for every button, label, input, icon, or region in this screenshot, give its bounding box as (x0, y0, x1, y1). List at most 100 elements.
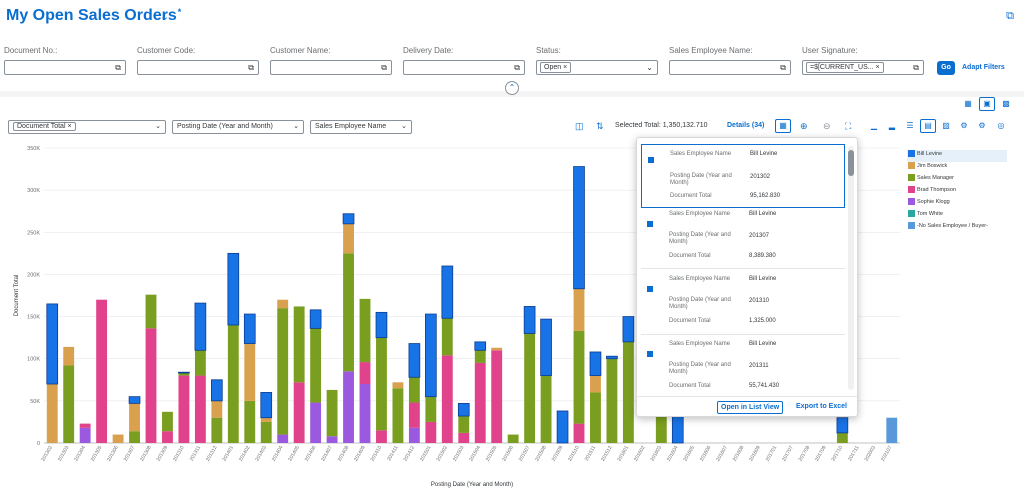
x-tick-label: 201404 (271, 445, 285, 463)
chevron-down-icon[interactable]: ⌄ (646, 63, 653, 72)
adapt-filters-button[interactable]: Adapt Filters (962, 64, 1005, 71)
legend-item[interactable]: Brad Thompson (907, 186, 1007, 198)
x-tick-label: 201402 (238, 445, 252, 463)
bar-segment (194, 350, 206, 376)
chevron-down-icon[interactable]: ⌄ (160, 11, 170, 23)
scroll-thumb[interactable] (848, 150, 854, 176)
stack-icon[interactable]: ◫ (575, 121, 584, 131)
chart-type-icon-2[interactable]: ▂ (888, 121, 896, 130)
measure-select[interactable]: Document Total × ⌄ (8, 120, 166, 134)
legend-item[interactable]: Sales Manager (907, 174, 1007, 186)
chart-type-icon-4[interactable]: ▨ (942, 121, 950, 130)
bar-segment (491, 347, 503, 351)
popover-footer: Open in List View Export to Excel (637, 396, 857, 416)
chart-type-icon-3[interactable]: ☰ (906, 121, 914, 130)
open-in-list-view-button[interactable]: Open in List View (717, 401, 784, 414)
settings-icon[interactable]: ⚙ (960, 121, 968, 130)
legend-item[interactable]: -No Sales Employee / Buyer- (907, 222, 1007, 234)
settings-alt-icon[interactable]: ⚙ (978, 121, 986, 130)
detail-key: Posting Date (Year and Month) (669, 232, 731, 245)
user-signature-token[interactable]: =$[CURRENT_US... × (806, 62, 884, 73)
detail-value: 55,741.430 (749, 383, 780, 389)
x-tick-label: 201502 (435, 445, 449, 463)
customer-name-input[interactable]: ⧉ (270, 60, 392, 75)
chart-type-icon-1[interactable]: ▁ (870, 121, 878, 130)
dimension-select-1[interactable]: Posting Date (Year and Month) ⌄ (172, 120, 304, 134)
sort-icon[interactable]: ⇅ (596, 121, 604, 131)
legend-item[interactable]: Jim Boswick (907, 162, 1007, 174)
chart-view-icon[interactable]: ▣ (979, 97, 995, 111)
x-tick-label: 201401 (221, 445, 235, 463)
filter-user-signature: User Signature: =$[CURRENT_US... × ⧉ (802, 46, 924, 75)
bar-segment (425, 313, 437, 398)
delivery-date-input[interactable]: ⧉ (403, 60, 525, 75)
status-select[interactable]: Open × ⌄ (536, 60, 658, 75)
help-icon[interactable]: ◎ (997, 121, 1005, 130)
legend-item[interactable]: Tom White (907, 210, 1007, 222)
y-tick-label: 50K (30, 399, 40, 405)
status-token[interactable]: Open × (540, 62, 572, 73)
bar-segment (145, 328, 157, 443)
measure-token[interactable]: Document Total × (13, 122, 76, 131)
dimension-select-2[interactable]: Sales Employee Name ⌄ (310, 120, 412, 134)
detail-item[interactable]: Sales Employee Name Bill Levine Posting … (641, 209, 845, 273)
legend-toggle-icon[interactable]: ▤ (920, 119, 936, 133)
detail-key: Posting Date (Year and Month) (670, 173, 732, 186)
go-button[interactable]: Go (937, 61, 955, 75)
combined-view-icon[interactable]: ▩ (1002, 99, 1010, 108)
detail-key: Document Total (669, 253, 711, 259)
bar-segment (277, 299, 289, 309)
calendar-icon[interactable]: ▦ (775, 119, 791, 133)
detail-key: Sales Employee Name (669, 211, 731, 217)
bar-segment (392, 382, 404, 389)
legend-swatch (908, 198, 915, 205)
legend-item[interactable]: Sophie Klogg (907, 198, 1007, 210)
x-tick-label: 201707 (781, 445, 795, 463)
value-help-icon[interactable]: ⧉ (913, 63, 919, 72)
zoom-in-icon[interactable]: ⊕ (800, 121, 808, 131)
bar-segment (590, 375, 601, 393)
bar-segment (375, 311, 388, 339)
table-view-icon[interactable]: ▦ (964, 99, 972, 108)
detail-item[interactable]: Sales Employee Name Bill Levine Posting … (641, 339, 845, 403)
detail-item[interactable]: Sales Employee Name Bill Levine Posting … (641, 274, 845, 338)
sales-employee-input[interactable]: ⧉ (669, 60, 791, 75)
zoom-out-icon[interactable]: ⊖ (823, 121, 831, 131)
detail-value: Bill Levine (749, 211, 777, 217)
detail-item[interactable]: Sales Employee Name Bill Levine Posting … (641, 144, 845, 208)
bar-segment (227, 252, 240, 326)
filter-label: Status: (536, 46, 561, 55)
bar-segment (425, 396, 437, 422)
bar-segment (244, 343, 256, 401)
bar-segment (458, 432, 470, 443)
collapse-header-icon[interactable]: ⌃ (505, 81, 519, 95)
share-icon[interactable]: ⧉ (1006, 10, 1014, 22)
bar-segment (622, 316, 635, 343)
customer-code-input[interactable]: ⧉ (137, 60, 259, 75)
chevron-down-icon: ⌄ (155, 123, 161, 130)
user-signature-input[interactable]: =$[CURRENT_US... × ⧉ (802, 60, 924, 75)
bar-segment (359, 298, 371, 363)
popover-scrollbar[interactable] (848, 146, 854, 390)
filter-label: Delivery Date: (403, 46, 454, 55)
value-help-icon[interactable]: ⧉ (248, 63, 254, 72)
calendar-icon[interactable]: ⧉ (514, 63, 520, 72)
bar-segment (310, 328, 322, 403)
fullscreen-icon[interactable]: ⛶ (845, 121, 852, 131)
document-no-input[interactable]: ⧉ (4, 60, 126, 75)
x-tick-label: 201409 (353, 445, 367, 463)
legend-item[interactable]: Bill Levine (907, 150, 1007, 162)
export-to-excel-button[interactable]: Export to Excel (796, 403, 847, 410)
x-tick-label: 201407 (320, 445, 334, 463)
x-tick-label: 201410 (370, 445, 384, 463)
legend-label: Brad Thompson (917, 187, 957, 193)
bar-segment (277, 434, 289, 443)
page-title[interactable]: My Open Sales Orders* (6, 7, 181, 25)
value-help-icon[interactable]: ⧉ (780, 63, 786, 72)
bar-segment (556, 410, 569, 444)
chevron-down-icon: ⌄ (401, 123, 407, 130)
detail-value: Bill Levine (749, 341, 777, 347)
value-help-icon[interactable]: ⧉ (381, 63, 387, 72)
value-help-icon[interactable]: ⧉ (115, 63, 121, 72)
details-link[interactable]: Details (34) (727, 122, 765, 129)
